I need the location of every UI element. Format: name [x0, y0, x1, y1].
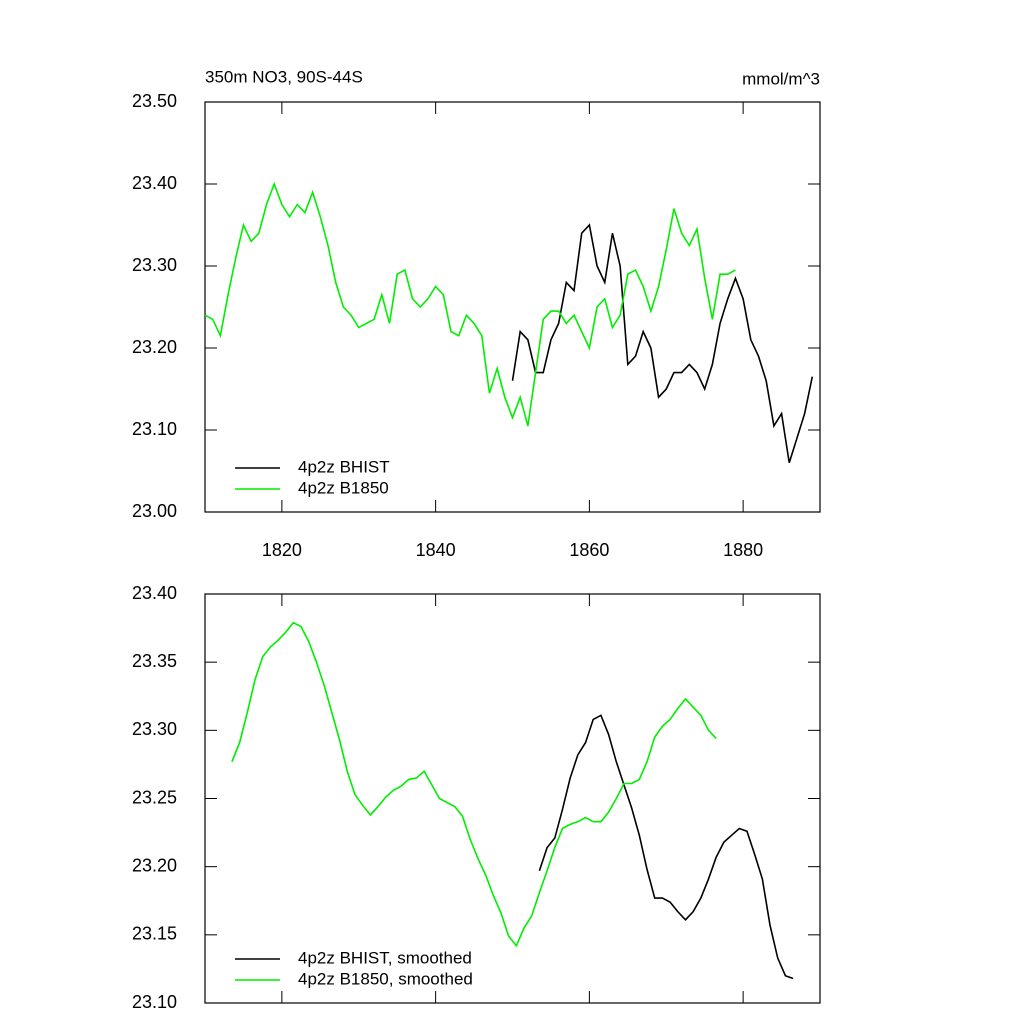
x-tick-label: 1820 — [262, 540, 302, 560]
y-tick-label: 23.40 — [132, 173, 177, 193]
data-line — [538, 714, 794, 980]
chart-title: 350m NO3, 90S-44S — [205, 67, 363, 86]
y-tick-label: 23.15 — [132, 924, 177, 944]
data-line — [231, 621, 717, 948]
x-tick-label: 1860 — [569, 540, 609, 560]
data-line — [511, 223, 814, 464]
y-tick-label: 23.30 — [132, 719, 177, 739]
y-tick-label: 23.10 — [132, 419, 177, 439]
y-tick-label: 23.30 — [132, 255, 177, 275]
y-tick-label: 23.10 — [132, 992, 177, 1012]
y-tick-label: 23.35 — [132, 651, 177, 671]
y-tick-label: 23.50 — [132, 91, 177, 111]
plot-frame — [204, 101, 821, 513]
y-tick-label: 23.00 — [132, 501, 177, 521]
y-tick-label: 23.25 — [132, 787, 177, 807]
y-tick-label: 23.20 — [132, 855, 177, 875]
legend-label: 4p2z BHIST, smoothed — [298, 948, 472, 967]
x-tick-label: 1840 — [416, 540, 456, 560]
y-tick-label: 23.40 — [132, 583, 177, 603]
data-line — [204, 181, 736, 427]
x-tick-label: 1880 — [723, 540, 763, 560]
legend-label: 4p2z B1850 — [298, 478, 389, 497]
legend-label: 4p2z BHIST — [298, 457, 390, 476]
units-label: mmol/m^3 — [742, 69, 820, 88]
y-tick-label: 23.20 — [132, 337, 177, 357]
legend-label: 4p2z B1850, smoothed — [298, 969, 473, 988]
